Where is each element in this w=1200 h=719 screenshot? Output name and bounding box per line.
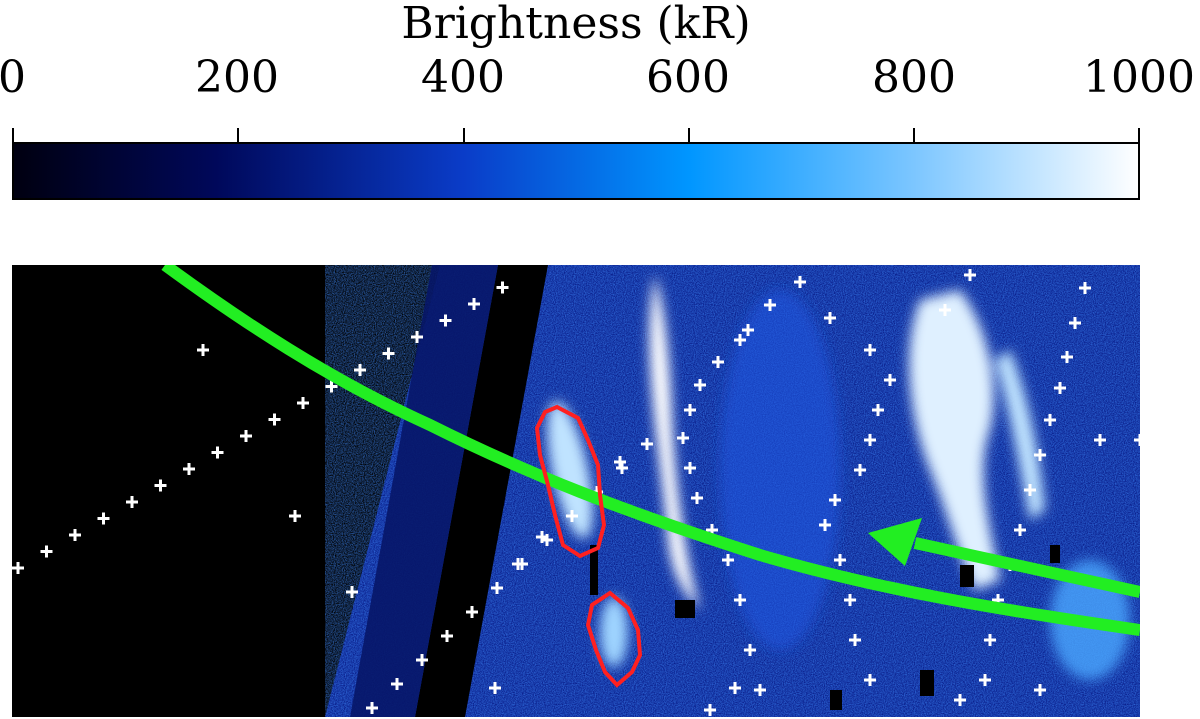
tick-label-1000: 1000 bbox=[1083, 52, 1195, 103]
direction-arrow-head bbox=[868, 518, 922, 566]
tick-label-800: 800 bbox=[872, 52, 956, 103]
grid-points bbox=[12, 269, 1140, 716]
trajectory-line bbox=[161, 265, 1140, 636]
footprint-contour-2 bbox=[585, 590, 643, 688]
footprint-contour-1 bbox=[534, 404, 607, 559]
colorbar-title: Brightness (kR) bbox=[401, 0, 750, 49]
colorbar-tick-labels: 0 200 400 600 800 1000 bbox=[0, 52, 1195, 103]
tick-label-0: 0 bbox=[0, 52, 26, 103]
colorbar-gradient bbox=[12, 142, 1140, 200]
tick-label-600: 600 bbox=[646, 52, 730, 103]
tick-label-200: 200 bbox=[195, 52, 279, 103]
aurora-image bbox=[12, 265, 1140, 717]
tick-label-400: 400 bbox=[421, 52, 505, 103]
direction-arrow-shaft bbox=[913, 537, 1140, 598]
colorbar: Brightness (kR) 0 200 400 600 800 1000 bbox=[0, 0, 1195, 200]
colorbar-ticks bbox=[12, 128, 1140, 143]
